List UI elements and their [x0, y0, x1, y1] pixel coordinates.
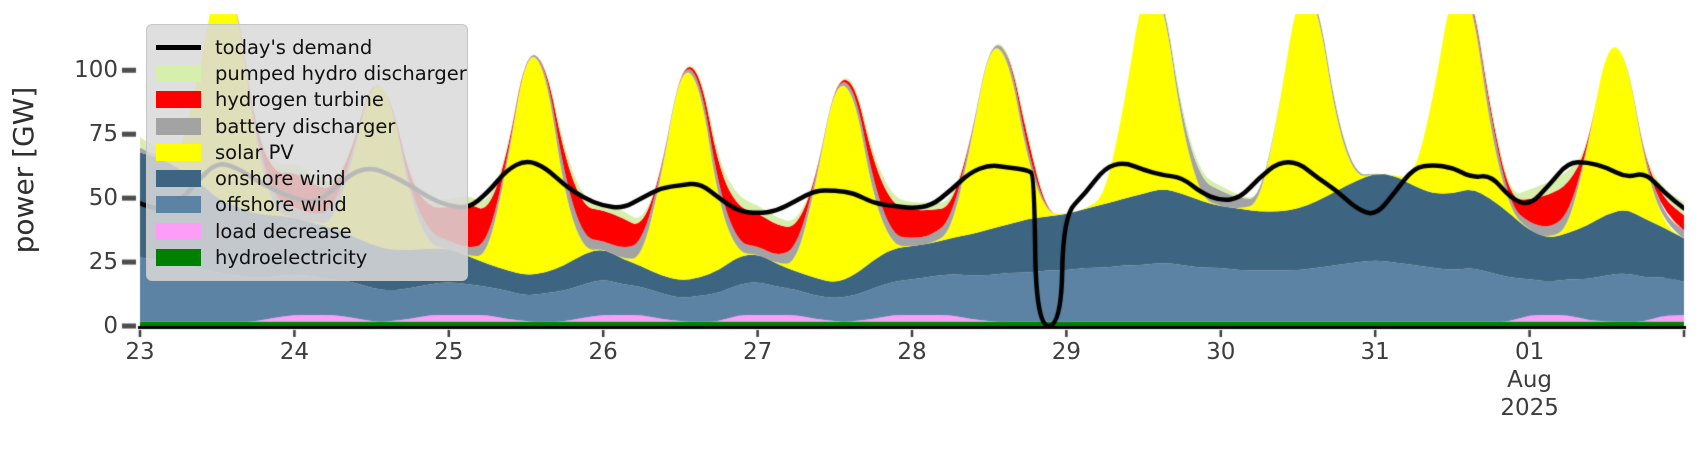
x-tick-label: 27	[742, 339, 773, 365]
legend-label: hydrogen turbine	[215, 88, 384, 112]
legend-label: load decrease	[215, 219, 352, 243]
legend-item: solar PV	[156, 139, 457, 165]
legend-item: offshore wind	[156, 192, 457, 218]
legend-item: hydroelectricity	[156, 244, 457, 270]
legend-label: hydroelectricity	[215, 246, 368, 270]
legend-color-swatch	[156, 170, 201, 188]
x-tick-label: 01	[1514, 339, 1545, 365]
x-tick-label: 29	[1051, 339, 1082, 365]
x-tick-label: 26	[588, 339, 618, 365]
legend-item: load decrease	[156, 218, 457, 244]
legend-color-swatch	[156, 143, 201, 161]
x-axis-year-label: 2025	[1500, 395, 1559, 421]
y-tick-label: 25	[88, 249, 118, 276]
legend-label: pumped hydro discharger	[215, 61, 467, 85]
legend-label: battery discharger	[215, 114, 396, 138]
legend-color-swatch	[156, 91, 201, 109]
legend-label: offshore wind	[215, 193, 347, 217]
x-axis-month-label: Aug	[1507, 367, 1553, 393]
legend-item: onshore wind	[156, 165, 457, 191]
legend-color-swatch	[156, 196, 201, 214]
legend-item: today's demand	[156, 34, 457, 60]
x-tick-label: 28	[897, 339, 927, 365]
x-tick-label: 30	[1206, 339, 1236, 365]
y-tick-label: 100	[74, 57, 118, 84]
legend-color-swatch	[156, 117, 201, 135]
x-tick-label: 24	[279, 339, 310, 365]
legend-label: onshore wind	[215, 167, 346, 191]
legend: today's demand pumped hydro discharger hyd…	[146, 24, 468, 281]
y-tick-label: 75	[88, 121, 118, 148]
x-tick-label: 25	[434, 339, 464, 365]
legend-item: hydrogen turbine	[156, 87, 457, 113]
legend-label: today's demand	[215, 35, 373, 59]
legend-label: solar PV	[215, 140, 294, 164]
y-tick-label: 0	[103, 313, 118, 339]
y-tick-label: 50	[88, 185, 118, 212]
legend-color-swatch	[156, 222, 201, 240]
legend-color-swatch	[156, 249, 201, 267]
legend-color-swatch	[156, 64, 201, 82]
legend-item: pumped hydro discharger	[156, 60, 467, 86]
legend-line-swatch	[156, 44, 201, 50]
x-tick-label: 23	[125, 339, 155, 365]
legend-item: battery discharger	[156, 113, 457, 139]
x-tick-label: 31	[1360, 339, 1390, 365]
